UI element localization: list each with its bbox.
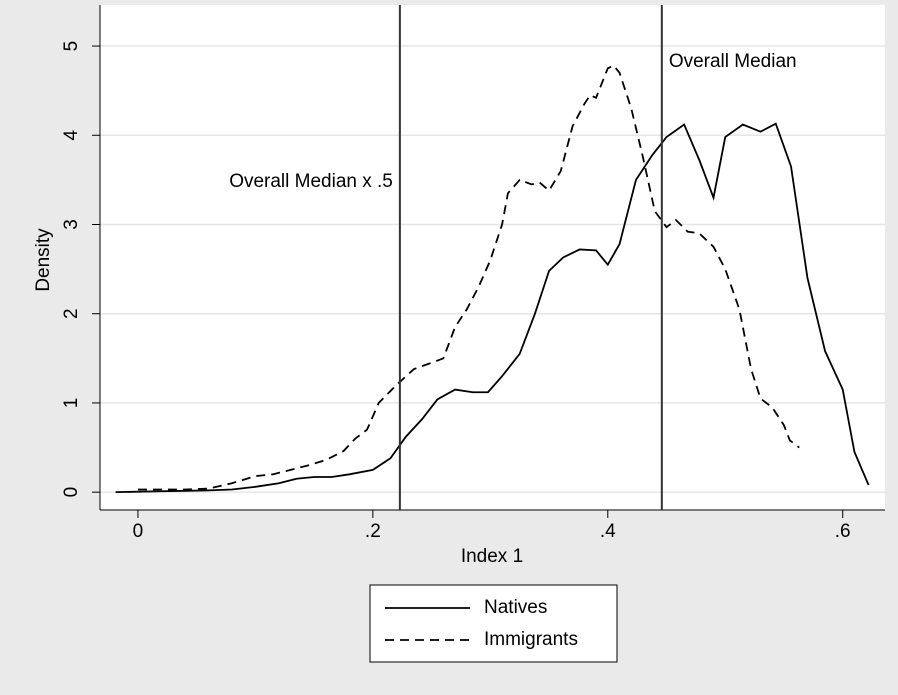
legend-box: [369, 584, 618, 663]
plot-area: [100, 5, 885, 510]
legend-label: Natives: [484, 597, 547, 618]
line-series: [115, 122, 870, 494]
y-axis-label: Density: [33, 228, 54, 292]
y-tick-label: 0: [61, 487, 82, 498]
legend-label: Immigrants: [484, 629, 578, 650]
x-axis-label: Index 1: [461, 546, 523, 567]
x-tick-label: .6: [835, 521, 851, 542]
y-tick-label: 3: [61, 219, 82, 230]
annotation: Overall Median: [669, 51, 797, 72]
line-series: [137, 64, 800, 491]
y-tick-label: 2: [61, 308, 82, 319]
x-tick-label: 0: [133, 521, 144, 542]
y-tick-label: 1: [61, 398, 82, 409]
annotation: Overall Median x .5: [229, 171, 393, 192]
y-tick-label: 4: [61, 130, 82, 141]
y-tick-label: 5: [61, 41, 82, 52]
x-tick-label: .4: [600, 521, 616, 542]
x-tick-label: .2: [365, 521, 381, 542]
